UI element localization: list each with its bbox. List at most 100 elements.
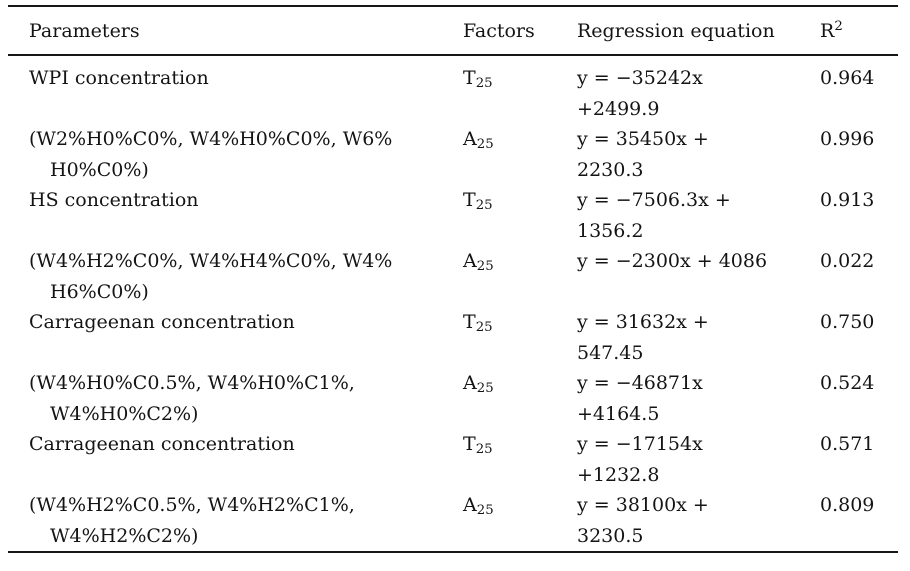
parameter-line2: H0%C0%) [50, 158, 149, 181]
table-row: HS concentration T25 y = −7506.3x + 1356… [8, 185, 898, 246]
factor-subscript: 25 [476, 380, 494, 396]
r-squared-value: 0.913 [820, 189, 875, 211]
parameter-line1: (W4%H0%C0.5%, W4%H0%C1%, [29, 372, 355, 394]
parameter-line2 [29, 94, 463, 125]
r-squared-value: 0.750 [820, 311, 875, 333]
r-squared-value: 0.524 [820, 372, 875, 394]
equation-line1: y = 31632x + [577, 311, 709, 333]
equation-line2: 1356.2 [577, 219, 644, 242]
factor-symbol: A [463, 250, 477, 272]
equation-line1: y = −46871x [577, 372, 703, 394]
table-row: (W4%H0%C0.5%, W4%H0%C1%, W4%H0%C2%) A25 … [8, 368, 898, 429]
equation-line1: y = −35242x [577, 67, 703, 89]
parameter-cell: (W4%H0%C0.5%, W4%H0%C1%, W4%H0%C2%) [8, 368, 463, 429]
parameter-cell: (W4%H2%C0.5%, W4%H2%C1%, W4%H2%C2%) [8, 490, 463, 552]
factor-subscript: 25 [475, 197, 493, 213]
parameter-cell: (W2%H0%C0%, W4%H0%C0%, W6% H0%C0%) [8, 124, 463, 185]
parameter-line2 [29, 216, 463, 247]
factor-cell: T25 [463, 55, 577, 124]
factor-subscript: 25 [476, 502, 494, 518]
parameter-cell: Carrageenan concentration [8, 307, 463, 368]
factor-symbol: T [463, 67, 476, 89]
parameter-line2 [29, 460, 463, 491]
equation-line1: y = −2300x + 4086 [577, 250, 768, 272]
parameter-line1: (W4%H2%C0.5%, W4%H2%C1%, [29, 494, 355, 516]
parameter-line2: W4%H2%C2%) [50, 524, 199, 547]
r-squared-cell: 0.022 [820, 246, 898, 307]
factor-cell: A25 [463, 124, 577, 185]
factor-cell: T25 [463, 307, 577, 368]
r-squared-value: 0.964 [820, 67, 875, 89]
table-row: WPI concentration T25 y = −35242x +2499.… [8, 55, 898, 124]
equation-line1: y = 35450x + [577, 128, 709, 150]
column-header-r-squared: R2 [820, 6, 898, 56]
parameter-line2: H6%C0%) [50, 280, 149, 303]
equation-line2: +4164.5 [577, 402, 660, 425]
factor-subscript: 25 [475, 441, 493, 457]
parameter-line1: WPI concentration [29, 67, 209, 89]
factor-symbol: T [463, 311, 476, 333]
factor-symbol: A [463, 128, 477, 150]
r-squared-cell: 0.524 [820, 368, 898, 429]
factor-symbol: T [463, 433, 476, 455]
table-row: Carrageenan concentration T25 y = 31632x… [8, 307, 898, 368]
equation-line2: +1232.8 [577, 463, 660, 486]
equation-line2: +2499.9 [577, 97, 660, 120]
column-header-factors: Factors [463, 6, 577, 56]
equation-line2: 2230.3 [577, 158, 644, 181]
factor-symbol: A [463, 494, 477, 516]
table-row: Carrageenan concentration T25 y = −17154… [8, 429, 898, 490]
factor-cell: A25 [463, 490, 577, 552]
r-squared-value: 0.809 [820, 494, 875, 516]
factor-cell: T25 [463, 185, 577, 246]
factor-subscript: 25 [476, 136, 494, 152]
equation-cell: y = −46871x +4164.5 [577, 368, 820, 429]
parameter-cell: HS concentration [8, 185, 463, 246]
table-row: (W2%H0%C0%, W4%H0%C0%, W6% H0%C0%) A25 y… [8, 124, 898, 185]
parameter-line1: Carrageenan concentration [29, 433, 295, 455]
equation-cell: y = 31632x + 547.45 [577, 307, 820, 368]
factor-cell: A25 [463, 246, 577, 307]
r-squared-cell: 0.913 [820, 185, 898, 246]
factor-symbol: T [463, 189, 476, 211]
table-row: (W4%H2%C0.5%, W4%H2%C1%, W4%H2%C2%) A25 … [8, 490, 898, 552]
equation-line1: y = 38100x + [577, 494, 709, 516]
r-squared-value: 0.996 [820, 128, 875, 150]
r-squared-cell: 0.750 [820, 307, 898, 368]
table-row: (W4%H2%C0%, W4%H4%C0%, W4% H6%C0%) A25 y… [8, 246, 898, 307]
r-squared-cell: 0.996 [820, 124, 898, 185]
equation-line1: y = −17154x [577, 433, 703, 455]
equation-cell: y = −35242x +2499.9 [577, 55, 820, 124]
factor-subscript: 25 [475, 75, 493, 91]
parameter-cell: Carrageenan concentration [8, 429, 463, 490]
parameter-line1: (W4%H2%C0%, W4%H4%C0%, W4% [29, 250, 393, 272]
factor-cell: T25 [463, 429, 577, 490]
equation-line1: y = −7506.3x + [577, 189, 731, 211]
r-squared-value: 0.571 [820, 433, 875, 455]
r-squared-cell: 0.964 [820, 55, 898, 124]
column-header-parameters: Parameters [8, 6, 463, 56]
r-squared-exponent: 2 [834, 18, 843, 34]
parameter-cell: (W4%H2%C0%, W4%H4%C0%, W4% H6%C0%) [8, 246, 463, 307]
equation-cell: y = −2300x + 4086 [577, 246, 820, 307]
equation-line2: 3230.5 [577, 524, 644, 547]
header-row: Parameters Factors Regression equation R… [8, 6, 898, 56]
parameter-cell: WPI concentration [8, 55, 463, 124]
equation-line2 [577, 277, 820, 308]
r-squared-cell: 0.571 [820, 429, 898, 490]
equation-cell: y = −17154x +1232.8 [577, 429, 820, 490]
parameter-line1: HS concentration [29, 189, 199, 211]
equation-cell: y = 38100x + 3230.5 [577, 490, 820, 552]
r-squared-base: R [820, 20, 835, 42]
factor-subscript: 25 [475, 319, 493, 335]
parameter-line2: W4%H0%C2%) [50, 402, 199, 425]
r-squared-value: 0.022 [820, 250, 875, 272]
factor-cell: A25 [463, 368, 577, 429]
parameter-line1: Carrageenan concentration [29, 311, 295, 333]
parameter-line1: (W2%H0%C0%, W4%H0%C0%, W6% [29, 128, 393, 150]
factor-symbol: A [463, 372, 477, 394]
r-squared-cell: 0.809 [820, 490, 898, 552]
equation-cell: y = −7506.3x + 1356.2 [577, 185, 820, 246]
equation-line2: 547.45 [577, 341, 644, 364]
equation-cell: y = 35450x + 2230.3 [577, 124, 820, 185]
